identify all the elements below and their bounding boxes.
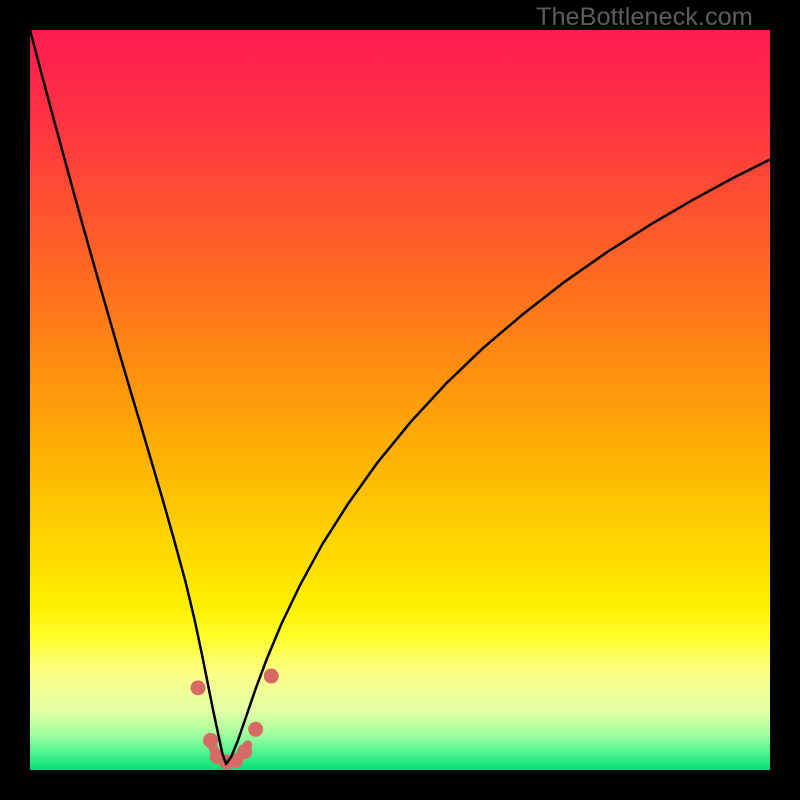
plot-gradient-background xyxy=(30,30,770,770)
chart-stage: TheBottleneck.com xyxy=(0,0,800,800)
watermark-text: TheBottleneck.com xyxy=(536,3,753,32)
